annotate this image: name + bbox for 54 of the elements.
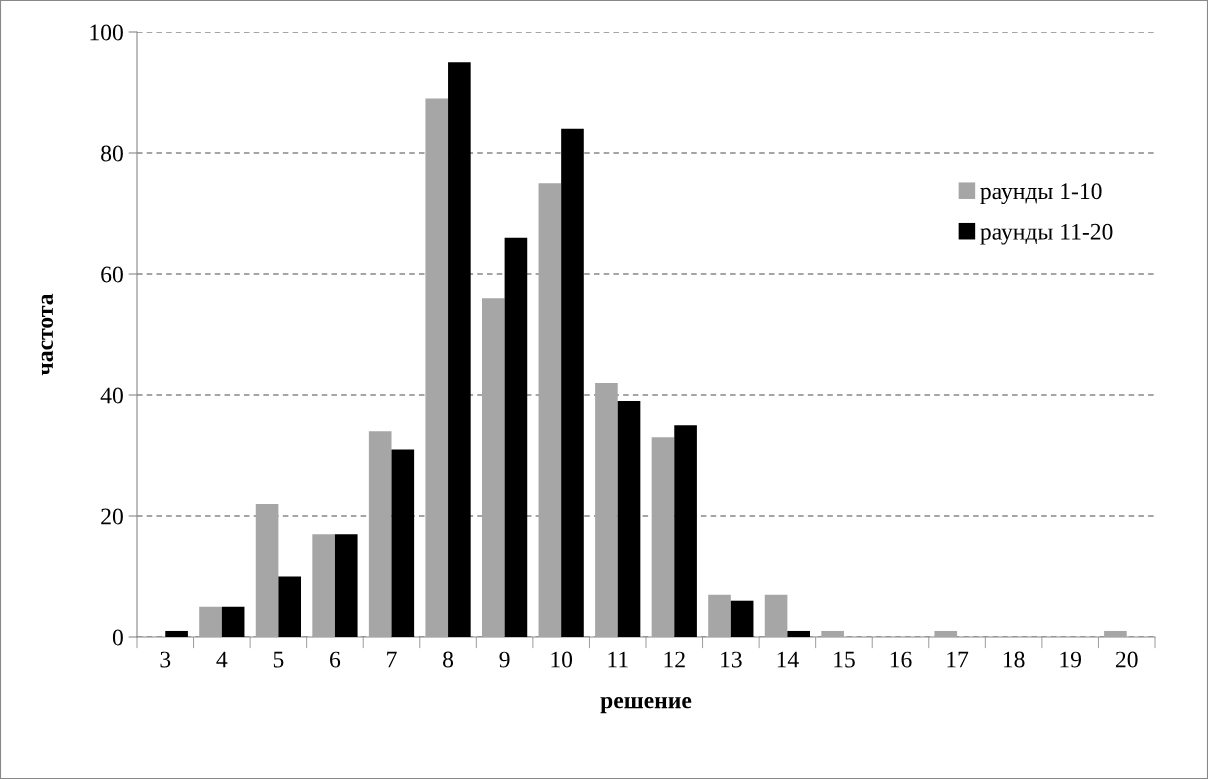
bar <box>278 576 302 637</box>
legend-label: раунды 1-10 <box>980 183 1102 205</box>
bar <box>165 630 188 637</box>
bar <box>1104 630 1127 637</box>
bar <box>504 237 528 637</box>
y-tick-label: 0 <box>112 629 123 646</box>
y-tick-label: 40 <box>100 387 123 404</box>
bar <box>538 183 562 637</box>
bar <box>334 534 358 637</box>
bar <box>787 630 811 637</box>
x-tick-label: 14 <box>777 651 799 668</box>
y-axis-title: частота <box>41 293 54 376</box>
bar <box>448 62 471 637</box>
bar <box>425 98 449 637</box>
y-tick-label: 20 <box>101 508 123 525</box>
bar <box>561 128 584 637</box>
bar <box>821 630 844 637</box>
x-tick-label: 18 <box>1003 651 1025 668</box>
bar <box>708 594 731 637</box>
bar <box>199 606 222 637</box>
x-tick-label: 11 <box>608 651 628 668</box>
x-tick-label: 9 <box>499 651 510 668</box>
bar <box>221 606 245 637</box>
x-tick-label: 3 <box>160 651 171 668</box>
x-tick-label: 13 <box>721 651 742 668</box>
y-tick-label: 100 <box>90 24 123 41</box>
bar <box>595 382 618 637</box>
bar <box>368 431 392 637</box>
bar <box>312 534 335 637</box>
bar <box>391 449 415 637</box>
x-tick-label: 12 <box>664 651 685 668</box>
x-tick-label: 7 <box>387 651 397 668</box>
x-tick-label: 20 <box>1115 651 1138 668</box>
bar <box>730 600 754 637</box>
x-axis-title: решение <box>600 697 692 714</box>
x-tick-label: 16 <box>890 651 912 668</box>
bar <box>674 425 697 637</box>
bar <box>764 594 788 637</box>
bar <box>651 437 675 637</box>
x-tick-label: 6 <box>330 651 341 668</box>
x-tick-label: 17 <box>947 651 969 668</box>
bar <box>934 630 958 637</box>
y-tick-label: 80 <box>101 145 123 162</box>
x-tick-label: 19 <box>1060 651 1082 668</box>
legend-label: раунды 11-20 <box>980 223 1113 245</box>
x-tick-label: 5 <box>273 651 284 668</box>
x-tick-label: 8 <box>443 651 454 668</box>
x-tick-label: 10 <box>551 651 573 668</box>
x-tick-label: 15 <box>834 651 855 668</box>
bar <box>255 503 279 637</box>
x-tick-label: 4 <box>216 651 228 668</box>
bar <box>481 298 505 637</box>
bar <box>617 401 641 637</box>
y-tick-label: 60 <box>101 266 123 283</box>
